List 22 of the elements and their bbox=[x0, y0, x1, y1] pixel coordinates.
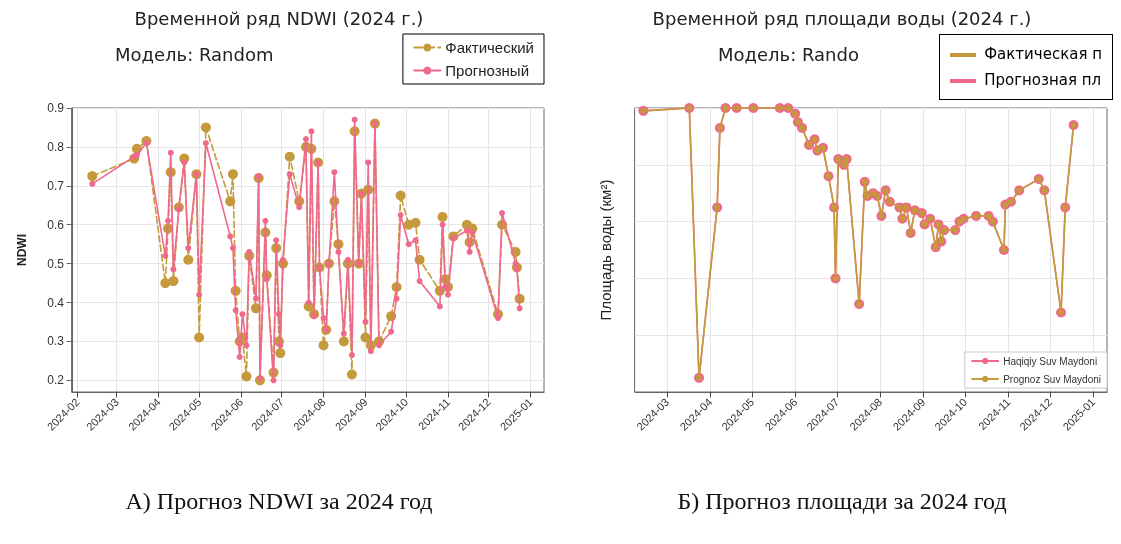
y-tick-label: 0.2 bbox=[47, 373, 65, 388]
text: Б) Прогноз площади за 2024 год bbox=[676, 488, 1008, 515]
text: Прогнозная пл bbox=[983, 70, 1102, 91]
y-tick-label: 0.7 bbox=[47, 178, 65, 193]
y-axis-title: NDWI bbox=[15, 234, 29, 266]
y-tick-label: 0.6 bbox=[47, 217, 65, 232]
chart-title: Временной ряд NDWI (2024 г.) bbox=[134, 7, 424, 29]
text: А) Прогноз NDWI за 2024 год bbox=[124, 488, 434, 515]
chart-subtitle: Модель: Rando bbox=[718, 43, 859, 65]
legend-label: Prognoz Suv Maydoni bbox=[1003, 373, 1102, 385]
legend-label: Прогнозный bbox=[445, 62, 530, 79]
chart-subtitle: Модель: Random bbox=[115, 43, 274, 65]
y-tick-label: 0.8 bbox=[47, 139, 65, 154]
legend-label: Haqiqiy Suv Maydoni bbox=[1003, 355, 1098, 367]
legend-label: Фактический bbox=[445, 39, 535, 56]
chart-title: Временной ряд площади воды (2024 г.) bbox=[652, 7, 1032, 29]
y-tick-label: 0.9 bbox=[47, 101, 65, 115]
text: Фактическая п bbox=[983, 44, 1102, 65]
y-tick-label: 0.4 bbox=[47, 295, 65, 310]
y-axis-title: Площадь воды (км²) bbox=[597, 179, 614, 321]
y-tick-label: 0.3 bbox=[47, 334, 65, 349]
y-tick-label: 0.5 bbox=[47, 256, 65, 271]
